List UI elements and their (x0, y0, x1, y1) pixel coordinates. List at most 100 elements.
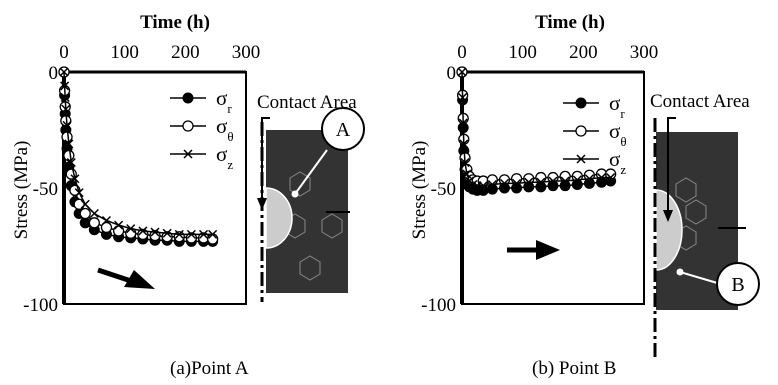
data-point (499, 178, 509, 188)
legend-marker (183, 149, 193, 159)
cross-stroke (524, 177, 534, 187)
cross-stroke (468, 179, 478, 190)
x-tick-label: 100 (110, 42, 139, 63)
y-tick-label: -100 (421, 295, 456, 316)
cross-stroke (150, 227, 160, 237)
cross-stroke (478, 181, 488, 191)
cross-stroke (183, 149, 193, 159)
cross-stroke (66, 157, 76, 168)
cross-stroke (460, 157, 470, 168)
legend-marker (182, 92, 194, 104)
cross-stroke (89, 208, 99, 219)
data-point (150, 227, 160, 237)
data-point (61, 104, 71, 114)
cross-stroke (457, 67, 467, 77)
data-point (512, 178, 522, 188)
data-point (74, 188, 84, 198)
cross-stroke (499, 178, 509, 188)
cross-stroke (458, 92, 468, 103)
legend-marker (576, 154, 586, 164)
x-axis-title: Time (h) (535, 12, 605, 33)
panel-b: Time (h) 0 100 200 300 0 -50 -100 Stress (MPa… (409, 12, 760, 358)
trend-arrow (507, 240, 560, 260)
data-point (173, 231, 185, 243)
data-point (60, 81, 70, 91)
data-point (88, 217, 100, 229)
series-line (461, 71, 611, 187)
data-point (535, 171, 547, 184)
x-tick-label: 200 (171, 42, 200, 63)
x-tick-label: 0 (457, 42, 467, 63)
x-tick-labels: 0 100 200 300 (59, 42, 260, 63)
data-point (114, 220, 124, 230)
data-point (457, 67, 467, 77)
cross-stroke (560, 176, 570, 186)
data-point (66, 157, 76, 168)
cross-stroke (459, 139, 469, 149)
cross-stroke (487, 179, 497, 190)
caption-b: (b) Point B (532, 358, 617, 379)
y-axis-title: Stress (MPa) (409, 141, 430, 240)
data-point (112, 225, 125, 237)
cross-stroke (138, 226, 148, 236)
point-dot (676, 268, 684, 276)
series-line (461, 71, 611, 182)
data-point (460, 157, 470, 168)
y-axis-title: Stress (MPa) (11, 141, 32, 240)
data-point (126, 224, 136, 234)
y-tick-label: -50 (431, 179, 456, 200)
data-point (548, 176, 558, 186)
data-point (208, 229, 218, 239)
data-point (174, 229, 184, 239)
data-point (572, 175, 582, 185)
plot-area (456, 66, 617, 196)
cross-stroke (536, 177, 546, 187)
data-point (162, 228, 172, 238)
inset-diagram: Contact Area A (257, 92, 365, 302)
caption-a: (a)Point A (170, 358, 249, 379)
y-tick-label: 0 (49, 63, 59, 84)
cross-stroke (62, 120, 72, 130)
point-dot (291, 190, 299, 198)
data-point (186, 229, 196, 239)
load-path (261, 117, 270, 200)
cross-stroke (584, 174, 594, 184)
inset-label: Contact Area (257, 92, 357, 113)
data-point (161, 231, 173, 243)
point-label: B (731, 274, 744, 296)
cross-stroke (597, 173, 607, 183)
data-point (487, 179, 497, 190)
panel-a: Time (h) 0 100 200 300 0 -50 -100 Stress (MPa… (11, 12, 365, 316)
cross-stroke (606, 173, 616, 183)
data-point (458, 118, 468, 128)
data-point (459, 139, 469, 149)
legend-marker (575, 125, 587, 137)
data-point (458, 92, 468, 103)
data-point (511, 182, 523, 194)
data-point (62, 120, 72, 130)
data-point (478, 181, 488, 191)
data-point (138, 226, 148, 236)
point-label: A (336, 119, 351, 141)
legend-label: σθ (609, 119, 627, 149)
cross-stroke (126, 224, 136, 234)
legend-label: σz (216, 142, 233, 172)
y-tick-label: 0 (447, 63, 457, 84)
cross-stroke (60, 92, 70, 103)
data-point (584, 174, 594, 184)
data-point (137, 228, 149, 241)
data-point (535, 181, 547, 193)
inset-diagram: Contact Area B (650, 91, 760, 358)
load-arrowhead (663, 210, 673, 222)
point-pointer (294, 149, 328, 195)
cross-stroke (174, 229, 184, 239)
cross-stroke (186, 229, 196, 239)
cross-stroke (70, 174, 80, 184)
data-point (571, 170, 583, 183)
cross-stroke (64, 139, 74, 149)
data-point (597, 173, 607, 183)
legend-marker (182, 120, 194, 132)
cross-stroke (74, 188, 84, 198)
data-point (64, 139, 74, 149)
